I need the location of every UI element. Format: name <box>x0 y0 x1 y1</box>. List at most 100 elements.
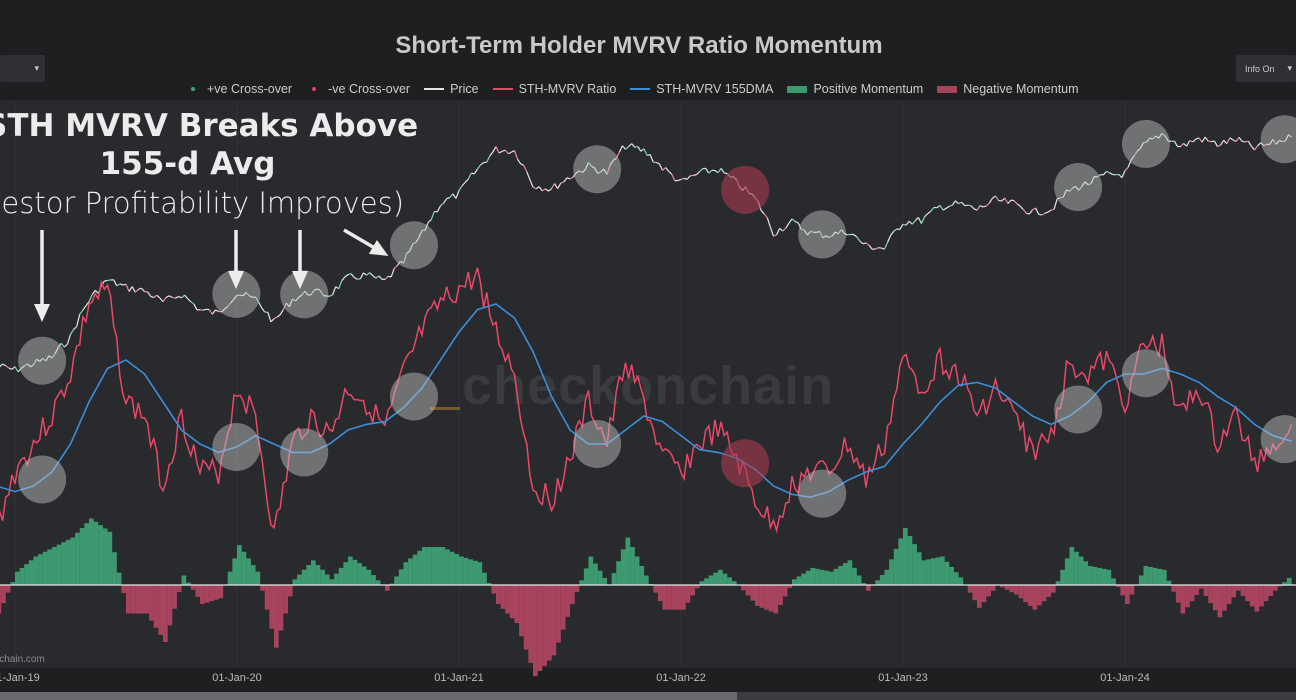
price-segment <box>705 168 710 174</box>
price-segment <box>868 245 873 250</box>
info-toggle-dropdown[interactable]: Info On ▾ <box>1236 55 1296 82</box>
positive-momentum-bar <box>1074 551 1079 585</box>
positive-momentum-bar <box>237 545 242 585</box>
legend-item-negative-momentum[interactable]: Negative Momentum <box>937 82 1079 96</box>
positive-momentum-bar <box>829 571 834 585</box>
price-segment <box>513 150 519 160</box>
price-segment <box>409 243 414 252</box>
negative-momentum-bar <box>1212 585 1218 611</box>
positive-momentum-bar <box>903 528 908 585</box>
price-segment <box>138 287 142 291</box>
price-segment <box>363 272 367 276</box>
negative-momentum-bar <box>153 585 159 628</box>
negative-momentum-bar <box>986 585 991 597</box>
price-segment <box>1124 166 1129 172</box>
negative-momentum-bar <box>1194 585 1200 595</box>
negative-momentum-bar <box>509 585 515 619</box>
positive-crossover-highlight-ratio <box>573 420 622 468</box>
negative-momentum-bar <box>528 585 534 663</box>
price-segment <box>1250 145 1255 151</box>
price-segment <box>665 167 670 172</box>
legend-swatch <box>191 87 195 91</box>
legend-item-sth-mvrv-155dma[interactable]: STH-MVRV 155DMA <box>630 82 773 96</box>
price-segment <box>1263 143 1268 147</box>
positive-momentum-bar <box>708 575 714 585</box>
negative-momentum-bar <box>560 585 566 630</box>
price-segment <box>42 357 47 362</box>
arrowhead-icon <box>368 240 389 257</box>
price-segment <box>168 295 173 298</box>
negative-momentum-bar <box>209 585 214 602</box>
legend-item-price[interactable]: Price <box>424 82 479 96</box>
negative-momentum-bar <box>773 585 779 614</box>
x-tick-label: 01-Jan-22 <box>656 672 706 684</box>
positive-momentum-bar <box>602 577 608 585</box>
price-segment <box>837 229 842 235</box>
price-segment <box>193 303 198 311</box>
positive-momentum-bar <box>320 569 325 585</box>
price-segment <box>825 235 830 238</box>
price-segment <box>776 228 781 236</box>
negative-momentum-bar <box>782 585 788 597</box>
negative-momentum-bar <box>269 585 275 629</box>
price-segment <box>1152 135 1157 140</box>
positive-momentum-bar <box>232 558 238 585</box>
price-segment <box>699 168 704 173</box>
price-segment <box>631 143 636 148</box>
price-segment <box>801 228 805 231</box>
legend-swatch <box>424 88 445 90</box>
price-segment <box>859 240 864 245</box>
price-segment <box>375 275 380 279</box>
negative-momentum-bar <box>218 585 224 599</box>
legend-item--ve-cross-over[interactable]: +ve Cross-over <box>185 82 292 96</box>
range-dropdown[interactable]: ▾ <box>0 55 45 82</box>
navigator-selection[interactable] <box>0 692 737 700</box>
price-segment <box>1084 181 1089 186</box>
legend-item--ve-cross-over[interactable]: -ve Cross-over <box>306 82 410 96</box>
price-segment <box>557 182 562 189</box>
price-segment <box>184 294 189 300</box>
positive-crossover-highlight-price <box>280 270 329 319</box>
price-segment <box>1041 212 1046 216</box>
price-segment <box>359 272 364 280</box>
positive-momentum-bar <box>311 560 316 585</box>
price-segment <box>221 308 226 313</box>
price-segment <box>908 220 913 225</box>
positive-momentum-bar <box>644 575 649 585</box>
positive-crossover-highlight-ratio <box>1260 415 1296 464</box>
negative-momentum-bar <box>519 585 524 637</box>
price-segment <box>187 298 192 303</box>
price-segment <box>887 235 892 243</box>
price-segment <box>384 275 389 280</box>
price-segment <box>1050 208 1055 211</box>
price-segment <box>640 148 645 152</box>
price-segment <box>955 200 959 205</box>
positive-momentum-bar <box>28 560 34 585</box>
positive-momentum-bar <box>47 549 53 585</box>
negative-momentum-bar <box>1041 585 1047 602</box>
price-segment <box>791 218 796 223</box>
legend-item-sth-mvrv-ratio[interactable]: STH-MVRV Ratio <box>492 82 616 96</box>
negative-momentum-bar <box>1125 585 1130 604</box>
negative-momentum-bar <box>1222 585 1227 611</box>
price-segment <box>369 272 374 276</box>
positive-momentum-bar <box>315 565 321 585</box>
price-segment <box>911 220 916 225</box>
price-segment <box>178 296 182 299</box>
positive-momentum-bar <box>472 560 478 585</box>
price-segment <box>560 181 565 184</box>
price-segment <box>430 211 435 220</box>
price-segment <box>153 294 158 298</box>
negative-momentum-bar <box>1018 585 1024 599</box>
price-segment <box>1069 187 1074 192</box>
legend-item-positive-momentum[interactable]: Positive Momentum <box>787 82 923 96</box>
price-segment <box>45 355 50 362</box>
price-segment <box>128 286 133 292</box>
negative-momentum-bar <box>1115 585 1121 587</box>
price-segment <box>329 294 333 297</box>
negative-momentum-bar <box>570 585 575 604</box>
price-segment <box>1026 212 1030 215</box>
price-segment <box>766 217 771 228</box>
price-segment <box>1232 139 1237 143</box>
